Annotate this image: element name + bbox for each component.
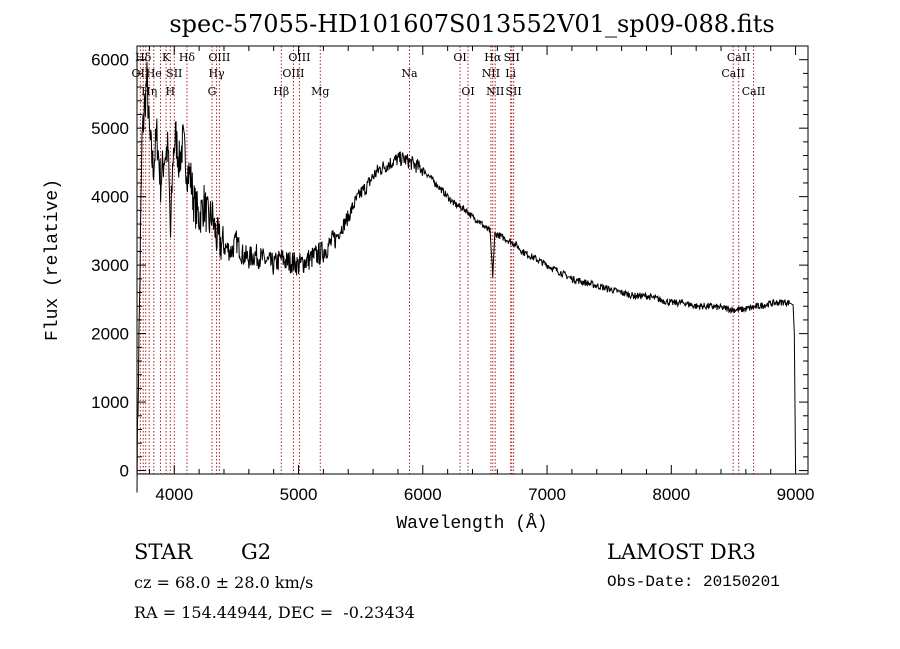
line-marker-label: SII xyxy=(506,85,522,98)
line-marker-label: SII xyxy=(166,67,182,80)
x-tick-label: 8000 xyxy=(652,485,690,504)
line-marker-label: Na xyxy=(401,67,418,80)
x-tick-label: 7000 xyxy=(528,485,566,504)
chart-title: spec-57055-HD101607S013552V01_sp09-088.f… xyxy=(169,10,774,38)
line-marker-label: G xyxy=(208,85,217,98)
line-marker-label: SII xyxy=(504,51,520,64)
y-axis-label: Flux (relative) xyxy=(43,179,63,341)
line-marker-label: CaII xyxy=(727,51,751,64)
y-tick-label: 4000 xyxy=(91,188,129,207)
line-marker-label: Hδ xyxy=(179,51,196,64)
x-tick-label: 4000 xyxy=(155,485,193,504)
line-marker-label: NII xyxy=(482,67,500,80)
x-tick-label: 6000 xyxy=(404,485,442,504)
y-tick-label: 1000 xyxy=(91,393,129,412)
y-tick-label: 3000 xyxy=(91,256,129,275)
y-tick-label: 6000 xyxy=(91,51,129,70)
x-tick-label: 9000 xyxy=(777,485,815,504)
line-marker-label: OIII xyxy=(208,51,230,64)
line-marker-label: OI xyxy=(453,51,466,64)
object-class: STAR xyxy=(134,540,193,564)
line-marker-label: OIII xyxy=(282,67,304,80)
plot-frame xyxy=(136,45,809,475)
redshift-velocity: cz = 68.0 ± 28.0 km/s xyxy=(134,573,314,592)
coordinates: RA = 154.44944, DEC = -0.23434 xyxy=(134,603,415,622)
line-marker-label: OI xyxy=(461,85,474,98)
line-marker-label: Mg xyxy=(311,85,329,98)
line-marker-label: K xyxy=(162,51,171,64)
line-marker-label: Hη xyxy=(141,85,157,98)
line-marker-label: CaII xyxy=(742,85,766,98)
line-marker-label: NII xyxy=(486,85,504,98)
survey-name: LAMOST DR3 xyxy=(607,540,756,564)
line-marker-label: Hα xyxy=(484,51,502,64)
spectrum-line xyxy=(136,61,797,493)
line-marker-label: H xyxy=(166,85,176,98)
line-marker-label: CaII xyxy=(721,67,745,80)
x-axis: 4000 5000 6000 7000 8000 9000 xyxy=(148,46,815,504)
y-tick-label: 0 xyxy=(120,462,129,481)
line-markers xyxy=(139,46,755,474)
x-axis-label: Wavelength (Å) xyxy=(396,513,547,534)
line-marker-label: He xyxy=(146,67,162,80)
line-marker-label: Hβ xyxy=(273,85,289,98)
line-marker-labels: OIIHδHηHeKHSIIHδGHγOIIIHβOIIIOIIIMgNaOIO… xyxy=(131,51,765,98)
observation-date: Obs-Date: 20150201 xyxy=(607,573,780,591)
line-marker-label: Hγ xyxy=(208,67,225,80)
x-tick-label: 5000 xyxy=(280,485,318,504)
y-tick-label: 5000 xyxy=(91,119,129,138)
y-tick-label: 2000 xyxy=(91,325,129,344)
y-axis: 0 1000 2000 3000 4000 5000 6000 xyxy=(91,51,808,481)
object-subclass: G2 xyxy=(241,540,272,564)
line-marker-label: OIII xyxy=(288,51,310,64)
line-marker-label: Li xyxy=(505,67,516,80)
line-marker-label: Hδ xyxy=(135,51,152,64)
